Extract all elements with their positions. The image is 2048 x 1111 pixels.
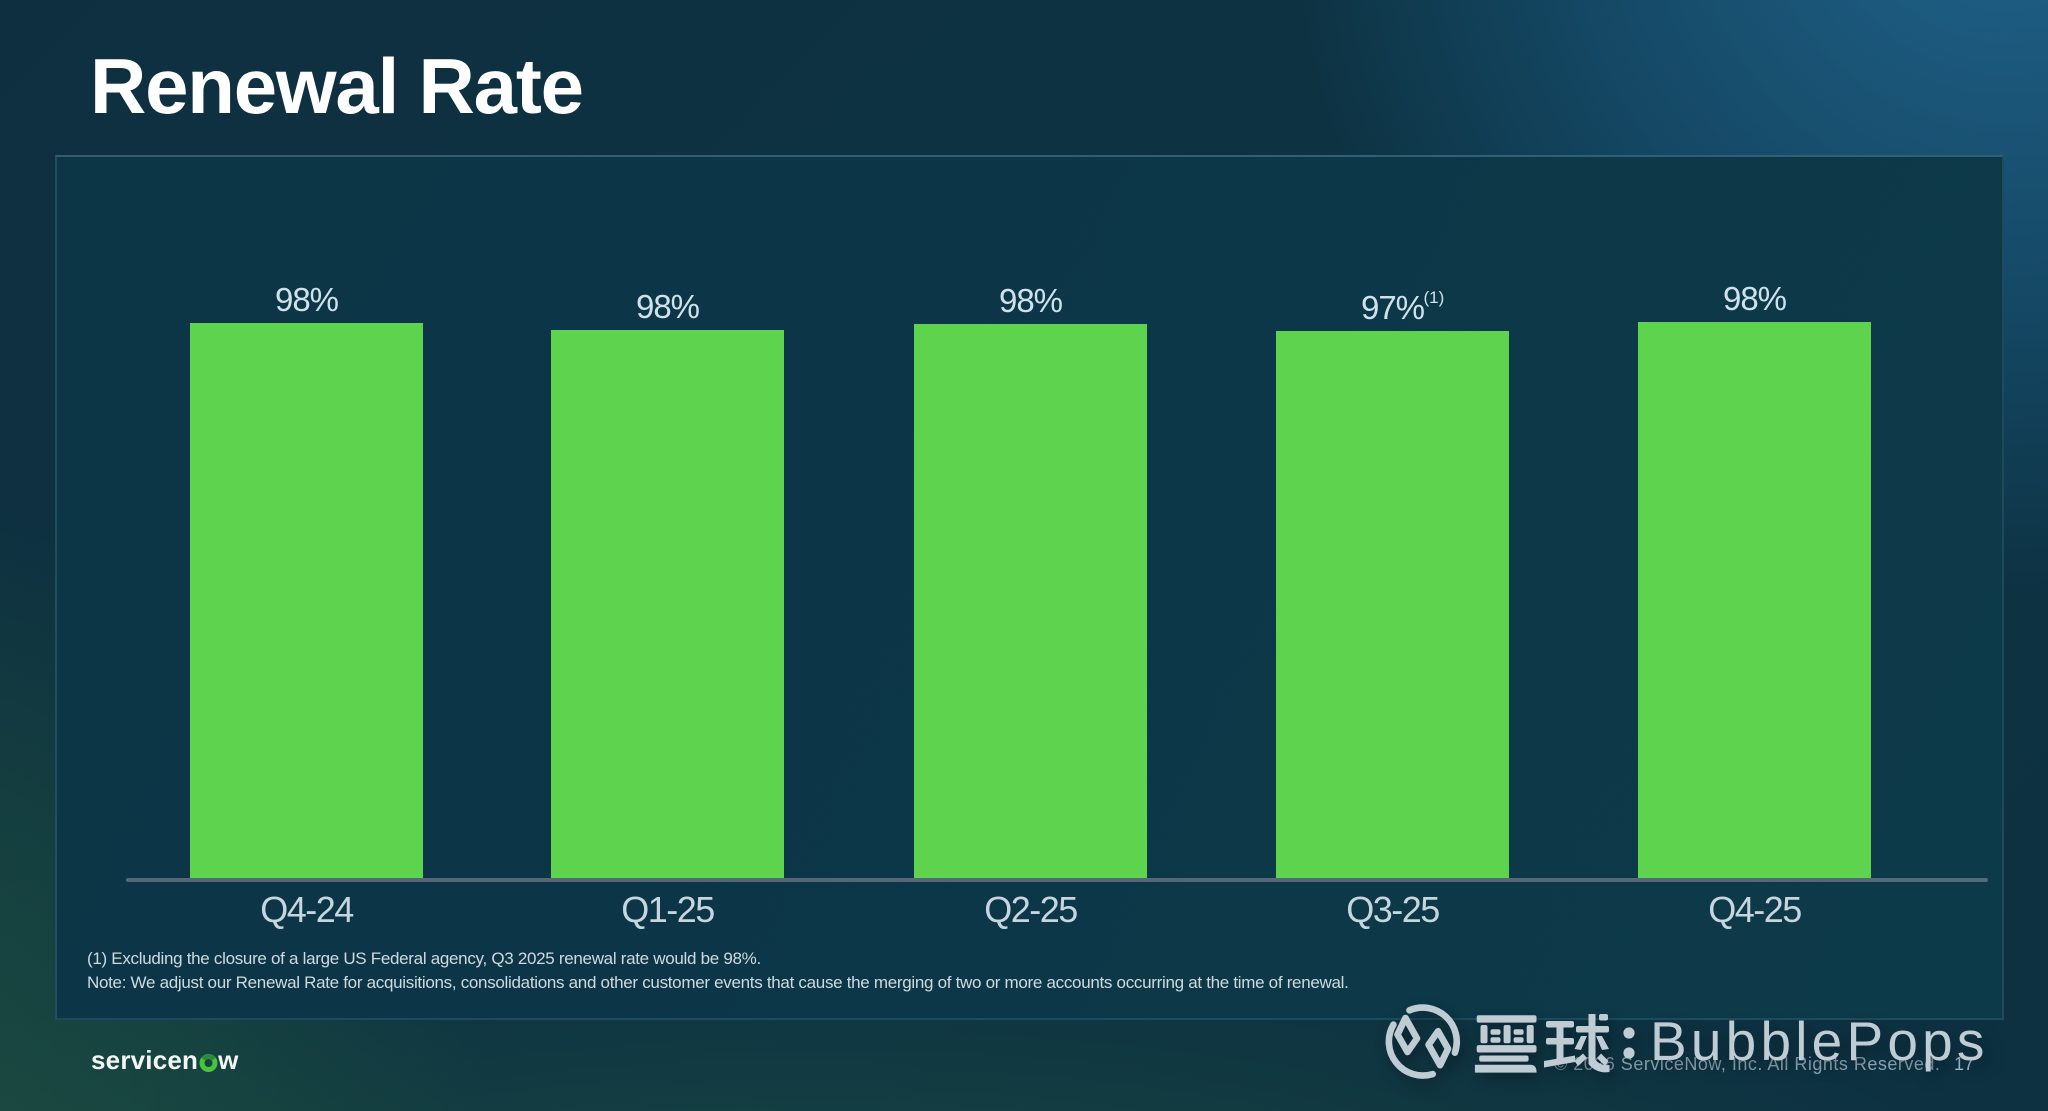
svg-text:BubblePops: BubblePops	[1650, 1010, 1989, 1072]
